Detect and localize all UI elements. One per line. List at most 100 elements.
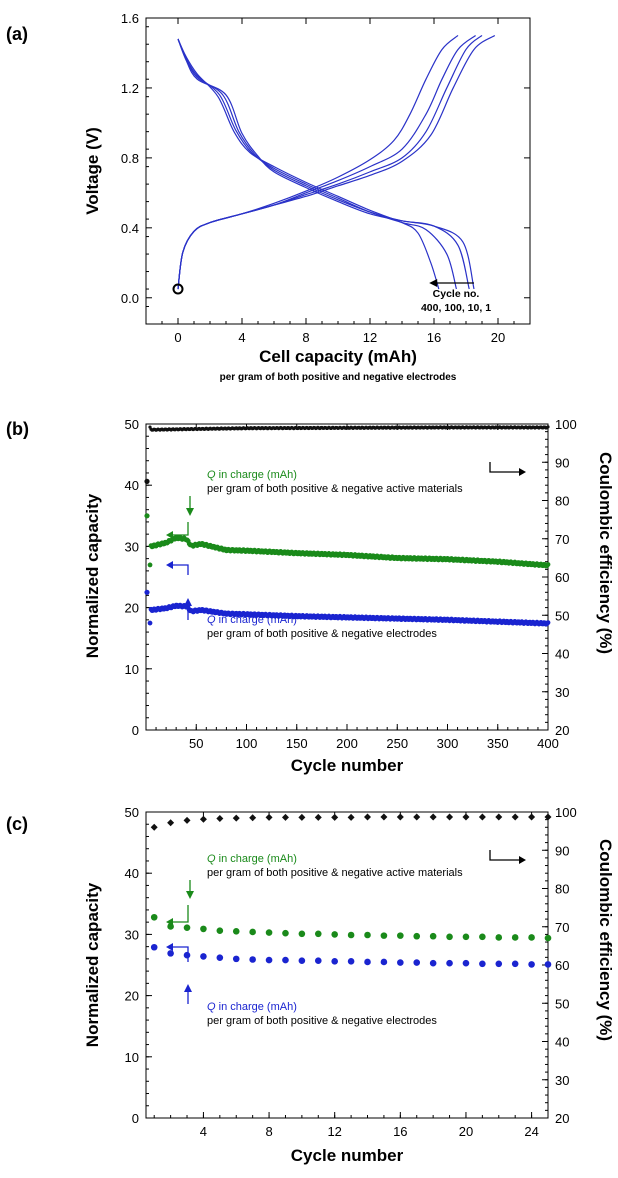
charge-curve-cycle-100 — [177, 35, 476, 290]
panel-c-arrows — [166, 850, 526, 1004]
panel-a-y-axis-title: Voltage (V) — [83, 127, 102, 215]
panel-b-y2-axis-title: Coulombic efficiency (%) — [596, 452, 615, 654]
x-tick-label: 400 — [537, 736, 559, 751]
panel-c-ticks: 4 8 12 16 20 24 0 10 20 30 40 50 20 30 40 50 60 70 80 90 100 — [125, 805, 577, 1139]
panel-a-curves — [172, 34, 496, 295]
panel-b-black-right-arrow — [489, 462, 520, 473]
panel-b-blue-legend-line1: Q in charge (mAh) — [207, 614, 297, 626]
panel-c-capacity-point — [528, 934, 535, 941]
x-tick-label: 100 — [236, 736, 258, 751]
y-tick-label: 30 — [125, 539, 139, 554]
panel-c-ce-point — [429, 813, 437, 821]
y2-tick-label: 60 — [555, 570, 569, 585]
panel-c-y-axis-title: Normalized capacity — [83, 882, 102, 1047]
x-tick-label: 20 — [459, 1124, 473, 1139]
x-tick-label: 250 — [386, 736, 408, 751]
panel-a: (a) 0 4 8 12 16 20 0.0 0.4 0.8 1.2 1.6 Cycle no. 4… — [6, 11, 531, 383]
panel-c-blue-legend: Q in charge (mAh) per gram of both posit… — [207, 1001, 437, 1027]
cycle-annotation-values: 400, 100, 10, 1 — [421, 302, 491, 314]
panel-c-ce-point — [183, 816, 191, 824]
panel-c-ce-point — [167, 819, 175, 827]
panel-b-x-axis-title: Cycle number — [291, 756, 404, 775]
panel-c-blue-legend-line2: per gram of both positive & negative ele… — [207, 1015, 437, 1027]
y-tick-label: 40 — [125, 478, 139, 493]
panel-c-capacity-point — [282, 956, 289, 964]
y2-tick-label: 40 — [555, 647, 569, 662]
panel-b-data — [144, 425, 551, 627]
panel-b-green-down-arrow-head — [186, 508, 194, 516]
panel-b-blue-left-arrow-head — [166, 561, 173, 569]
panel-c-ce-point — [396, 813, 404, 821]
panel-c-capacity-point — [495, 960, 503, 968]
panel-b-point — [546, 425, 550, 429]
panel-c-capacity-point — [298, 930, 306, 938]
panel-b-ticks: 50 100 150 200 250 300 350 400 0 10 20 30 40 50 20 30 40… — [125, 417, 577, 751]
y2-tick-label: 100 — [555, 805, 577, 820]
panel-c-capacity-point — [167, 950, 174, 957]
panel-c-capacity-point — [479, 933, 486, 941]
panel-c-ce-point — [249, 814, 257, 822]
discharge-curve-cycle-10 — [177, 38, 470, 290]
panel-b-point — [545, 562, 551, 567]
panel-c-ce-point — [544, 813, 552, 821]
panel-b-label: (b) — [6, 419, 29, 439]
panel-c-capacity-point — [495, 934, 503, 941]
panel-c-capacity-point — [413, 959, 421, 966]
panel-c-ce-point — [380, 813, 388, 821]
y-tick-label: 10 — [125, 1050, 139, 1065]
panel-b-green-legend: Q in charge (mAh) per gram of both posit… — [207, 469, 463, 495]
panel-c-capacity-point — [216, 927, 224, 935]
x-tick-label: 4 — [200, 1124, 207, 1139]
panel-c-capacity-point — [249, 956, 256, 963]
panel-c-capacity-point — [347, 931, 355, 939]
panel-a-ticks: 0 4 8 12 16 20 0.0 0.4 0.8 1.2 1.6 — [121, 11, 531, 345]
panel-c-label: (c) — [6, 814, 28, 834]
panel-a-label: (a) — [6, 24, 28, 44]
panel-c-ce-point — [495, 813, 503, 821]
panel-b-blue-legend: Q in charge (mAh) per gram of both posit… — [207, 614, 437, 640]
y2-tick-label: 20 — [555, 1111, 569, 1126]
y-tick-label: 30 — [125, 927, 139, 942]
y-tick-label: 20 — [125, 601, 139, 616]
panel-c-green-legend-line1: Q in charge (mAh) — [207, 853, 297, 865]
panel-c-capacity-point — [216, 954, 224, 961]
panel-c-ce-point — [216, 815, 224, 823]
panel-b-first-point — [144, 478, 150, 484]
panel-c-ce-point — [331, 813, 339, 821]
y-tick-label: 50 — [125, 805, 139, 820]
panel-c-capacity-point — [200, 925, 207, 933]
x-tick-label: 8 — [265, 1124, 272, 1139]
panel-c-green-left-arrow-head — [166, 918, 173, 926]
cycle-arrow-head — [429, 279, 438, 288]
panel-c-blue-left-arrow — [170, 946, 189, 962]
panel-c-blue-left-arrow-head — [166, 943, 173, 951]
panel-c-capacity-point — [511, 934, 519, 941]
y2-tick-label: 50 — [555, 996, 569, 1011]
panel-c-ce-point — [528, 813, 536, 821]
y-tick-label: 1.2 — [121, 81, 139, 96]
panel-c-capacity-point — [429, 932, 437, 940]
x-tick-label: 16 — [393, 1124, 407, 1139]
panel-c-ce-point — [314, 813, 322, 821]
x-tick-label: 0 — [174, 330, 181, 345]
panel-c-capacity-point — [462, 959, 470, 967]
y-tick-label: 1.6 — [121, 11, 139, 26]
y2-tick-label: 30 — [555, 1073, 569, 1088]
panel-c-capacity-point — [183, 924, 191, 931]
panel-c-capacity-point — [314, 930, 322, 938]
panel-b-blue-up-arrow-head — [184, 598, 192, 606]
panel-b-first-point — [144, 589, 150, 595]
panel-a-x-axis-title: Cell capacity (mAh) — [259, 347, 417, 366]
y-tick-label: 20 — [125, 989, 139, 1004]
panel-c-capacity-point — [544, 934, 552, 942]
panel-c-capacity-point — [364, 931, 371, 939]
panel-c-capacity-point — [265, 956, 273, 964]
panel-c-x-axis-title: Cycle number — [291, 1146, 404, 1165]
panel-b-green-legend-line1: Q in charge (mAh) — [207, 469, 297, 481]
y-tick-label: 0 — [132, 1111, 139, 1126]
y-tick-label: 10 — [125, 662, 139, 677]
panel-c-green-legend: Q in charge (mAh) per gram of both posit… — [207, 853, 463, 879]
panel-c-ce-point — [281, 813, 289, 821]
panel-c-capacity-point — [462, 933, 470, 941]
